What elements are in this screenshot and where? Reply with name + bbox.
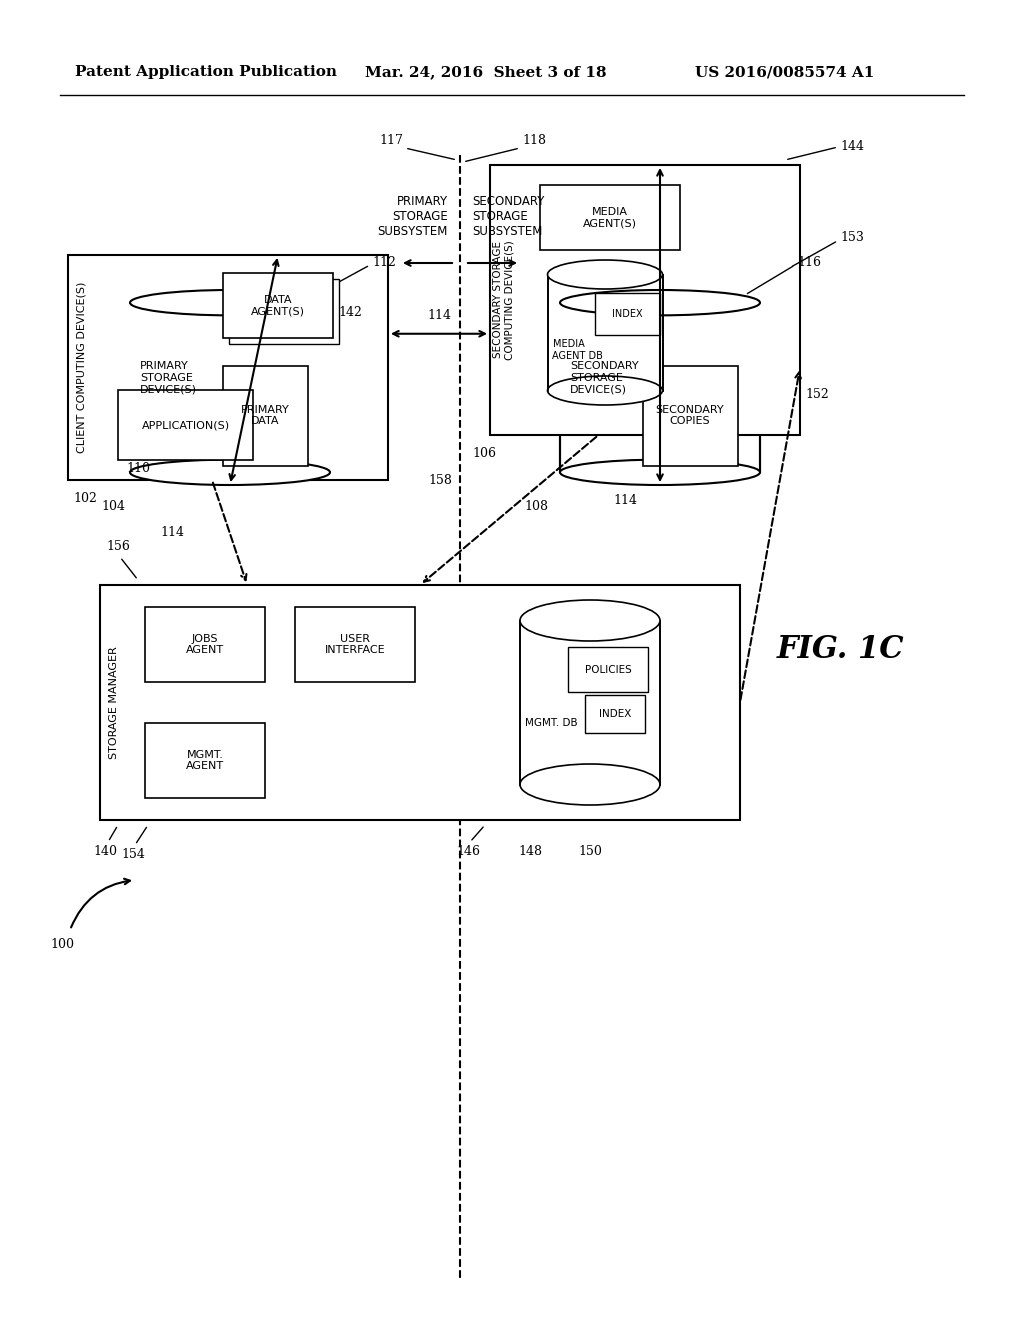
Text: SECONDARY
COPIES: SECONDARY COPIES <box>655 405 724 426</box>
Bar <box>520 620 660 784</box>
Text: STORAGE MANAGER: STORAGE MANAGER <box>109 645 119 759</box>
Ellipse shape <box>130 290 330 315</box>
Text: Mar. 24, 2016  Sheet 3 of 18: Mar. 24, 2016 Sheet 3 of 18 <box>365 65 606 79</box>
Text: 117: 117 <box>379 133 403 147</box>
Bar <box>145 607 265 682</box>
Text: SECONDARY
STORAGE
SUBSYSTEM: SECONDARY STORAGE SUBSYSTEM <box>472 195 545 238</box>
Text: 102: 102 <box>73 492 97 506</box>
Bar <box>490 165 800 436</box>
Ellipse shape <box>560 459 760 484</box>
Text: POLICIES: POLICIES <box>585 665 632 675</box>
Text: 114: 114 <box>160 525 184 539</box>
Text: USER
INTERFACE: USER INTERFACE <box>325 634 385 655</box>
Text: 110: 110 <box>126 462 150 475</box>
Text: DATA
AGENT(S): DATA AGENT(S) <box>251 294 305 317</box>
Text: 142: 142 <box>338 306 361 319</box>
Bar <box>118 389 253 459</box>
Text: JOBS
AGENT: JOBS AGENT <box>186 634 224 655</box>
Bar <box>130 302 330 473</box>
Bar <box>560 302 760 473</box>
Bar <box>100 585 740 820</box>
Text: MGMT.
AGENT: MGMT. AGENT <box>186 750 224 771</box>
Text: CLIENT COMPUTING DEVICE(S): CLIENT COMPUTING DEVICE(S) <box>77 281 87 453</box>
Text: 108: 108 <box>524 500 548 513</box>
Ellipse shape <box>548 260 663 289</box>
Text: APPLICATION(S): APPLICATION(S) <box>141 420 229 430</box>
Bar <box>642 366 737 466</box>
Text: FIG. 1C: FIG. 1C <box>776 635 904 665</box>
Bar <box>145 723 265 799</box>
Text: PRIMARY
STORAGE
DEVICE(S): PRIMARY STORAGE DEVICE(S) <box>140 362 197 395</box>
Bar <box>223 273 333 338</box>
Text: 154: 154 <box>121 847 145 861</box>
Text: PRIMARY
STORAGE
SUBSYSTEM: PRIMARY STORAGE SUBSYSTEM <box>378 195 449 238</box>
Text: MGMT. DB: MGMT. DB <box>525 718 578 729</box>
Text: 106: 106 <box>472 447 496 459</box>
Text: 112: 112 <box>372 256 396 268</box>
Bar <box>568 647 648 692</box>
Text: MEDIA
AGENT(S): MEDIA AGENT(S) <box>583 207 637 228</box>
Ellipse shape <box>560 290 760 315</box>
Text: 118: 118 <box>522 133 546 147</box>
Text: 146: 146 <box>456 845 480 858</box>
Ellipse shape <box>520 601 660 642</box>
Bar <box>548 275 663 391</box>
Text: 153: 153 <box>840 231 864 244</box>
Text: 100: 100 <box>50 939 74 950</box>
Text: MEDIA
AGENT DB: MEDIA AGENT DB <box>553 339 603 360</box>
Text: Patent Application Publication: Patent Application Publication <box>75 65 337 79</box>
Bar <box>540 185 680 249</box>
Text: 114: 114 <box>427 309 451 322</box>
Text: 150: 150 <box>579 845 602 858</box>
Bar <box>222 366 307 466</box>
Ellipse shape <box>520 764 660 805</box>
Bar <box>595 293 659 335</box>
Text: 114: 114 <box>613 494 638 507</box>
Text: 152: 152 <box>805 388 828 401</box>
Bar <box>68 255 388 480</box>
Bar <box>295 607 415 682</box>
Text: PRIMARY
DATA: PRIMARY DATA <box>241 405 290 426</box>
Ellipse shape <box>548 376 663 405</box>
Text: SECONDARY
STORAGE
DEVICE(S): SECONDARY STORAGE DEVICE(S) <box>570 362 639 395</box>
Text: SECONDARY STORAGE
COMPUTING DEVICE(S): SECONDARY STORAGE COMPUTING DEVICE(S) <box>494 240 515 360</box>
Text: 104: 104 <box>101 500 125 513</box>
Text: 148: 148 <box>518 845 542 858</box>
Text: 140: 140 <box>93 845 117 858</box>
Text: 144: 144 <box>840 140 864 153</box>
Text: INDEX: INDEX <box>611 309 642 319</box>
Ellipse shape <box>130 459 330 484</box>
Text: 156: 156 <box>106 540 130 553</box>
Bar <box>585 696 645 733</box>
Text: INDEX: INDEX <box>599 709 631 719</box>
Bar <box>229 279 339 345</box>
Text: 158: 158 <box>428 474 452 487</box>
Text: US 2016/0085574 A1: US 2016/0085574 A1 <box>695 65 874 79</box>
Text: 116: 116 <box>797 256 821 268</box>
